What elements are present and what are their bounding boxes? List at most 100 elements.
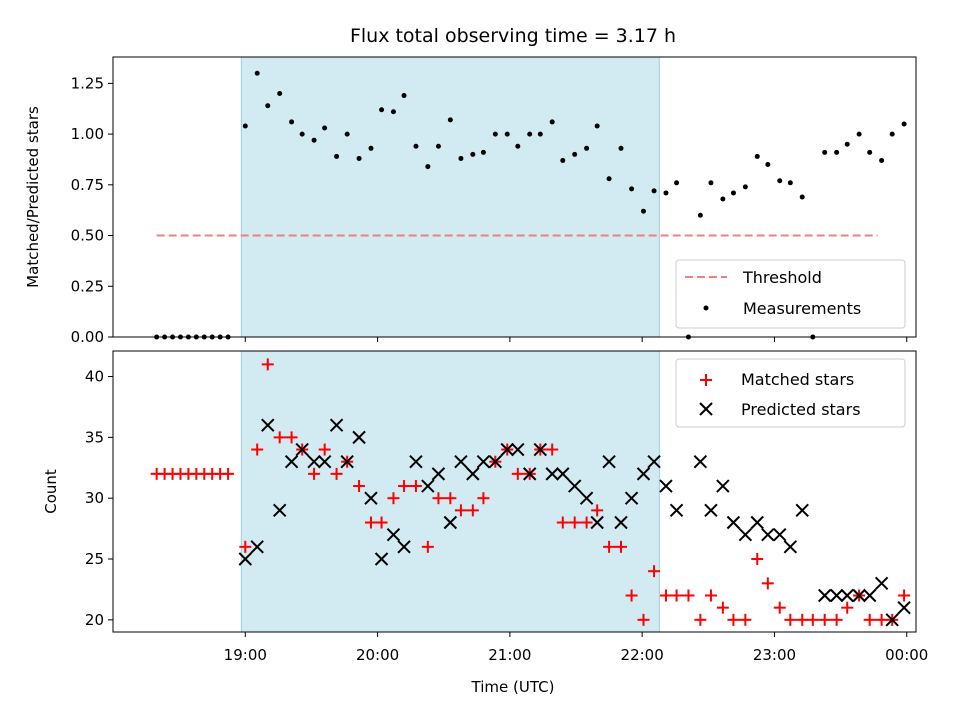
- measurement-point: [537, 131, 543, 137]
- legend-predicted-label: Predicted stars: [741, 400, 861, 419]
- predicted-star-marker: [421, 479, 435, 493]
- marker-stroke: [488, 454, 503, 469]
- measurement-point: [265, 103, 271, 109]
- marker-stroke: [374, 552, 389, 566]
- predicted-star-marker: [352, 430, 366, 445]
- matched-star-marker: [648, 565, 661, 578]
- matched-star-marker: [387, 492, 400, 505]
- marker-stroke: [579, 491, 594, 505]
- legend-threshold-label: Threshold: [742, 268, 822, 287]
- legend-matched-swatch: [700, 374, 712, 386]
- matched-star-marker: [863, 613, 876, 626]
- predicted-star-marker: [397, 540, 411, 554]
- marker-stroke: [840, 588, 854, 603]
- marker-stroke: [533, 442, 548, 457]
- marker-stroke: [669, 503, 684, 518]
- predicted-star-marker: [284, 454, 299, 469]
- predicted-star-marker: [250, 540, 264, 554]
- matched-star-marker: [818, 613, 831, 626]
- marker-stroke: [364, 491, 378, 505]
- measurement-point: [470, 151, 476, 157]
- matched-star-marker: [398, 480, 411, 493]
- marker-stroke: [409, 454, 423, 469]
- predicted-star-marker: [523, 467, 537, 481]
- measurement-point: [787, 180, 793, 186]
- predicted-star-marker: [545, 467, 559, 481]
- matched-star-marker: [739, 613, 752, 626]
- bottom-y-axis-label: Count: [42, 469, 60, 514]
- measurement-point: [492, 131, 498, 137]
- predicted-star-marker: [636, 467, 651, 481]
- y-tick-label: 0.00: [71, 328, 104, 346]
- marker-stroke: [567, 479, 582, 493]
- measurement-point: [334, 153, 340, 159]
- matched-star-marker: [421, 540, 434, 553]
- predicted-star-marker: [750, 515, 764, 530]
- bottom-plot-frame: [112, 350, 917, 633]
- matched-star-marker: [318, 443, 331, 456]
- measurement-point: [901, 121, 907, 127]
- predicted-star-marker: [829, 588, 844, 603]
- top-x-ticks: [244, 337, 908, 342]
- predicted-star-marker: [272, 503, 287, 518]
- legend-predicted-swatch: [699, 402, 713, 416]
- marker-stroke: [693, 454, 708, 469]
- legend-matched-label: Matched stars: [741, 370, 854, 389]
- marker-stroke: [261, 418, 275, 432]
- measurement-point: [606, 176, 612, 182]
- predicted-star-marker: [897, 600, 911, 615]
- matched-star-marker: [603, 540, 616, 553]
- marker-stroke: [454, 454, 468, 469]
- marker-stroke: [386, 527, 401, 542]
- measurement-point: [594, 123, 600, 129]
- measurement-point: [515, 143, 521, 149]
- predicted-star-marker: [761, 527, 775, 542]
- matched-star-marker: [614, 540, 627, 553]
- matched-star-marker: [454, 504, 467, 517]
- matched-star-marker: [591, 504, 604, 517]
- matched-star-marker: [682, 589, 695, 602]
- measurement-point: [618, 145, 624, 151]
- predicted-star-marker: [488, 454, 503, 469]
- marker-stroke: [602, 454, 616, 469]
- marker-stroke: [761, 527, 775, 542]
- predicted-star-marker: [874, 576, 889, 591]
- marker-stroke: [795, 503, 809, 518]
- predicted-star-marker: [567, 479, 582, 493]
- top-y-axis-label: Matched/Predicted stars: [24, 106, 42, 288]
- predicted-star-marker: [704, 503, 718, 518]
- predicted-star-marker: [795, 503, 809, 518]
- y-tick-label: 0.75: [71, 176, 104, 194]
- predicted-star-marker: [647, 454, 661, 469]
- marker-stroke: [818, 588, 832, 603]
- measurement-point: [480, 149, 486, 155]
- marker-stroke: [352, 430, 366, 445]
- predicted-star-marker: [307, 454, 321, 469]
- marker-stroke: [897, 600, 911, 615]
- marker-stroke: [317, 454, 332, 469]
- measurement-point: [560, 157, 566, 163]
- matched-star-marker: [251, 443, 264, 456]
- matched-star-marker: [364, 516, 377, 529]
- measurement-point: [289, 119, 295, 125]
- matched-star-marker: [432, 492, 445, 505]
- predicted-star-marker: [852, 588, 866, 603]
- predicted-star-marker: [329, 418, 344, 432]
- measurement-point: [242, 123, 248, 129]
- matched-star-marker: [716, 601, 729, 614]
- measurement-point: [458, 155, 464, 161]
- matched-star-marker: [670, 589, 683, 602]
- measurement-point: [401, 93, 407, 99]
- marker-stroke: [284, 454, 299, 469]
- measurement-point: [844, 141, 850, 147]
- measurement-point: [674, 180, 680, 186]
- matched-star-marker: [637, 613, 650, 626]
- marker-stroke: [295, 442, 309, 457]
- bottom-panel: 20 25 30 35 40 19:00 20:00 21:00 22:00 23:00 00:0…: [42, 350, 928, 696]
- bottom-y-ticks: 20 25 30 35 40: [85, 368, 113, 629]
- x-tick-label: 21:00: [488, 646, 531, 664]
- matched-star-marker: [375, 516, 388, 529]
- predicted-star-marker: [556, 467, 570, 481]
- bottom-legend: Matched stars Predicted stars: [675, 358, 906, 428]
- top-plot-frame: [112, 56, 917, 338]
